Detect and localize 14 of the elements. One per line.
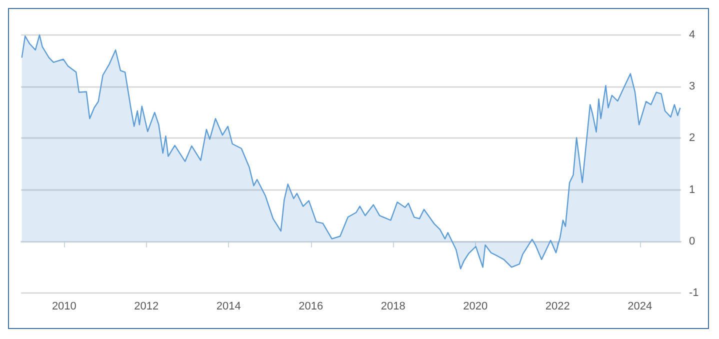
x-tick-label: 2018 <box>380 300 406 312</box>
x-tick-label: 2022 <box>545 300 570 312</box>
y-tick-label: 3 <box>689 80 696 93</box>
x-tick-label: 2014 <box>216 300 241 312</box>
y-tick-label: -1 <box>689 287 699 299</box>
x-tick-label: 2010 <box>52 300 76 312</box>
y-tick-label: 2 <box>689 132 696 144</box>
y-tick-label: 4 <box>689 29 696 41</box>
y-tick-label: 0 <box>689 235 696 248</box>
x-tick-label: 2024 <box>628 300 652 312</box>
x-tick-label: 2012 <box>134 300 159 312</box>
x-tick-label: 2020 <box>463 300 488 312</box>
y-tick-label: 1 <box>689 184 696 196</box>
x-tick-label: 2016 <box>298 300 324 312</box>
